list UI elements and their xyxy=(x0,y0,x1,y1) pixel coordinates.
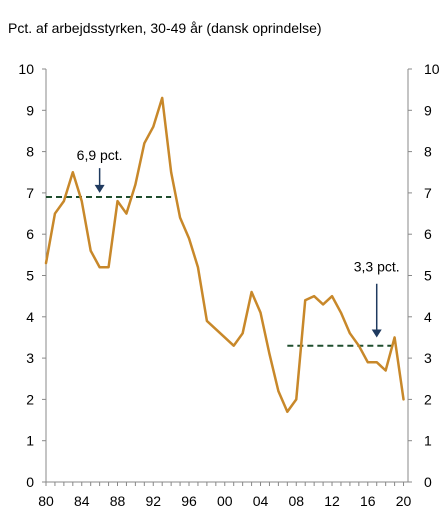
unemployment-series-line xyxy=(44,96,405,414)
y-tick-label-left: 10 xyxy=(18,61,34,77)
y-tick-label-right: 4 xyxy=(424,309,432,325)
x-tick-label: 88 xyxy=(110,493,126,509)
y-tick-label-left: 5 xyxy=(26,268,34,284)
y-tick-label-right: 6 xyxy=(424,226,432,242)
x-tick-label: 80 xyxy=(38,493,54,509)
y-tick-label-right: 0 xyxy=(424,474,432,490)
y-tick-label-left: 3 xyxy=(26,350,34,366)
x-tick-label: 08 xyxy=(288,493,304,509)
y-tick-label-left: 1 xyxy=(26,433,34,449)
annotation-label: 3,3 pct. xyxy=(354,258,400,274)
y-tick-label-left: 6 xyxy=(26,226,34,242)
annotations: 6,9 pct. 3,3 pct. xyxy=(77,147,400,338)
y-tick-label-left: 7 xyxy=(26,185,34,201)
reference-lines xyxy=(46,196,395,347)
y-tick-label-right: 8 xyxy=(424,144,432,160)
x-tick-label: 16 xyxy=(360,493,376,509)
y-tick-label-right: 3 xyxy=(424,350,432,366)
y-tick-label-left: 4 xyxy=(26,309,34,325)
annotation-arrow-head xyxy=(371,329,382,338)
x-tick-label: 20 xyxy=(396,493,412,509)
x-tick-label: 12 xyxy=(324,493,340,509)
annotation-label: 6,9 pct. xyxy=(77,147,123,163)
y-tick-label-left: 9 xyxy=(26,102,34,118)
x-tick-label: 92 xyxy=(145,493,161,509)
y-tick-label-left: 2 xyxy=(26,391,34,407)
y-tick-label-right: 2 xyxy=(424,391,432,407)
y-tick-label-right: 9 xyxy=(424,102,432,118)
x-tick-label: 04 xyxy=(253,493,269,509)
y-tick-label-right: 10 xyxy=(424,61,440,77)
y-tick-label-left: 8 xyxy=(26,144,34,160)
y-tick-label-left: 0 xyxy=(26,474,34,490)
y-tick-label-right: 5 xyxy=(424,268,432,284)
y-tick-label-right: 7 xyxy=(424,185,432,201)
x-tick-label: 00 xyxy=(217,493,233,509)
annotation-arrow-head xyxy=(94,184,105,193)
chart-title: Pct. af arbejdsstyrken, 30-49 år (dansk … xyxy=(8,20,322,36)
x-tick-label: 84 xyxy=(74,493,90,509)
y-tick-label-right: 1 xyxy=(424,433,432,449)
series-group xyxy=(44,96,405,414)
x-tick-label: 96 xyxy=(181,493,197,509)
